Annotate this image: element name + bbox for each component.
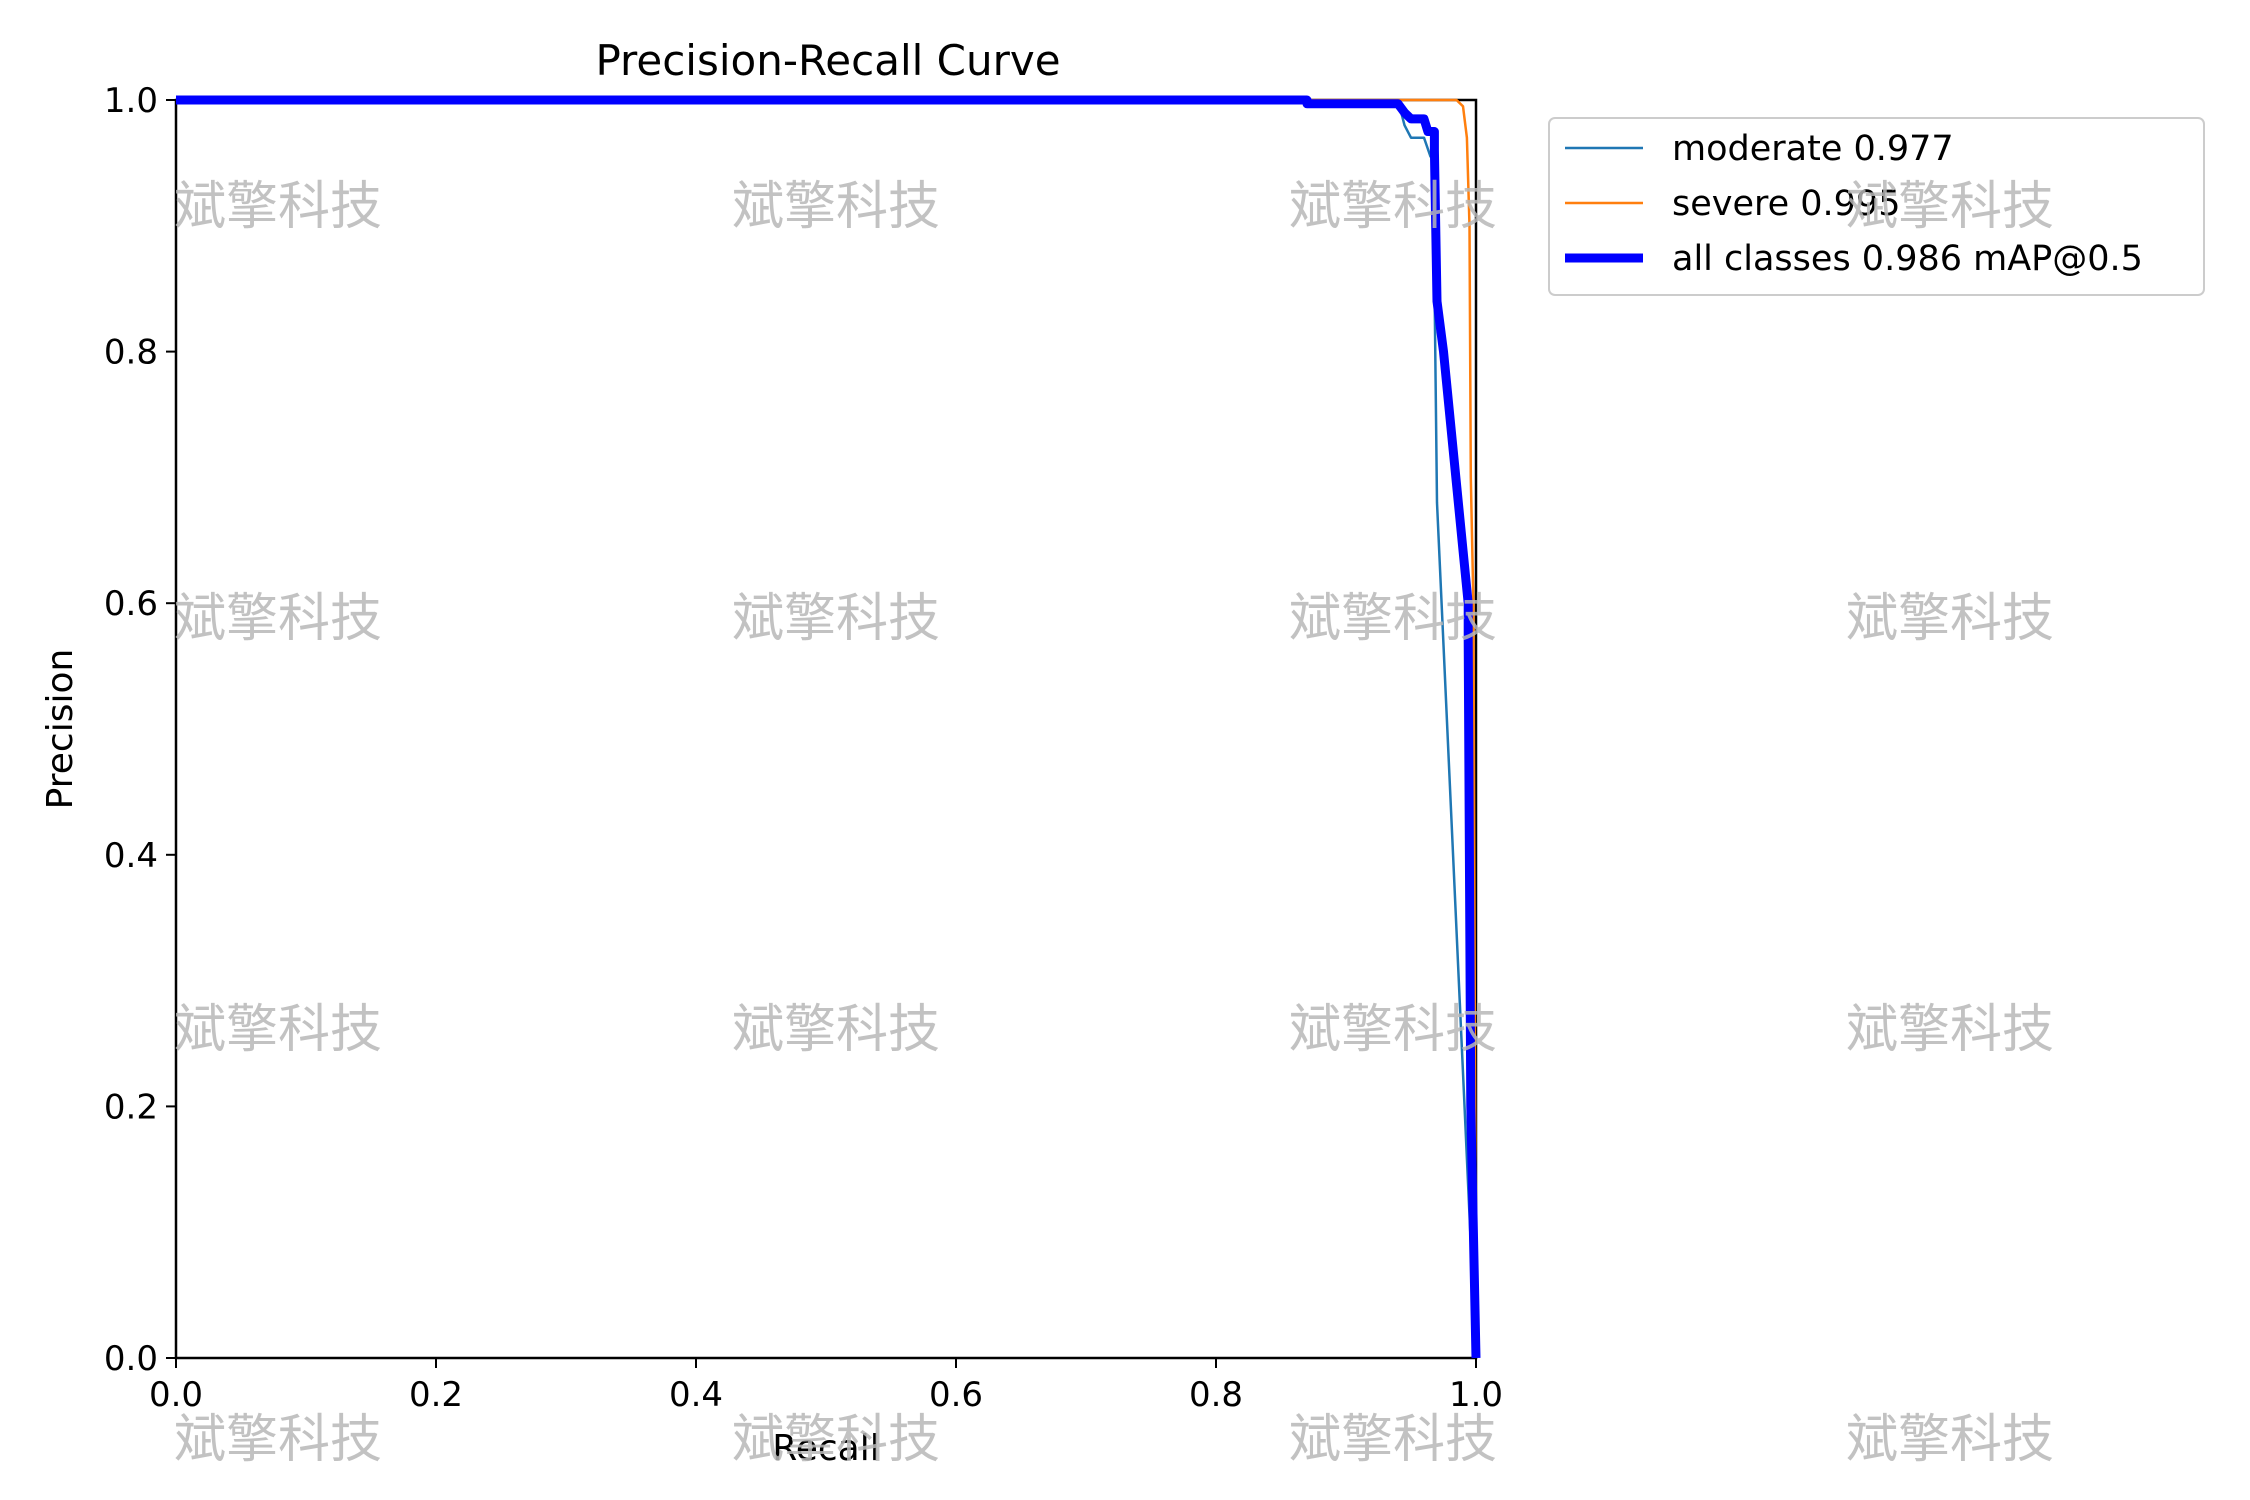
legend-box: [1548, 117, 2205, 296]
watermark: 斌擎科技: [1846, 1000, 2054, 1060]
watermark: 斌擎科技: [1846, 177, 2054, 237]
series-line-1: [176, 98, 1478, 1359]
watermark: 斌擎科技: [1289, 177, 1497, 237]
watermark: 斌擎科技: [732, 589, 940, 649]
y-tick-label: 0.6: [104, 584, 158, 624]
watermark: 斌擎科技: [1846, 589, 2054, 649]
x-axis-ticks: 0.0 0.2 0.4 0.6 0.8 1.0: [149, 1358, 1503, 1415]
watermark: 斌擎科技: [174, 177, 382, 237]
watermark: 斌擎科技: [732, 177, 940, 237]
y-axis-ticks: 0.0 0.2 0.4 0.6 0.8 1.0: [104, 81, 176, 1379]
y-tick-label: 0.4: [104, 836, 158, 876]
watermark: 斌擎科技: [1289, 1000, 1497, 1060]
x-tick-label: 0.4: [669, 1375, 723, 1415]
watermark: 斌擎科技: [1289, 1410, 1497, 1470]
watermark: 斌擎科技: [174, 589, 382, 649]
y-tick-label: 1.0: [104, 81, 158, 121]
series-line-2: [176, 95, 1481, 1359]
watermark: 斌擎科技: [1846, 1410, 2054, 1470]
legend-label: all classes 0.986 mAP@0.5: [1672, 239, 2143, 279]
watermark: 斌擎科技: [732, 1410, 940, 1470]
watermark: 斌擎科技: [1289, 589, 1497, 649]
legend-label: severe 0.995: [1672, 184, 1901, 224]
x-tick-label: 0.6: [929, 1375, 983, 1415]
x-tick-label: 0.2: [409, 1375, 463, 1415]
x-tick-label: 1.0: [1449, 1375, 1503, 1415]
series-layer: [176, 95, 1481, 1359]
watermark: 斌擎科技: [732, 1000, 940, 1060]
y-tick-label: 0.8: [104, 333, 158, 373]
watermark: 斌擎科技: [174, 1410, 382, 1470]
chart-title: Precision-Recall Curve: [595, 36, 1060, 85]
legend: moderate 0.977 severe 0.995 all classes 0.…: [1548, 117, 2205, 296]
watermark: 斌擎科技: [174, 1000, 382, 1060]
y-tick-label: 0.0: [104, 1339, 158, 1379]
x-axis-title: Recall: [772, 1428, 879, 1469]
y-axis-title: Precision: [40, 649, 81, 810]
legend-label: moderate 0.977: [1672, 129, 1954, 169]
x-tick-label: 0.8: [1189, 1375, 1243, 1415]
y-tick-label: 0.2: [104, 1087, 158, 1127]
x-tick-label: 0.0: [149, 1375, 203, 1415]
